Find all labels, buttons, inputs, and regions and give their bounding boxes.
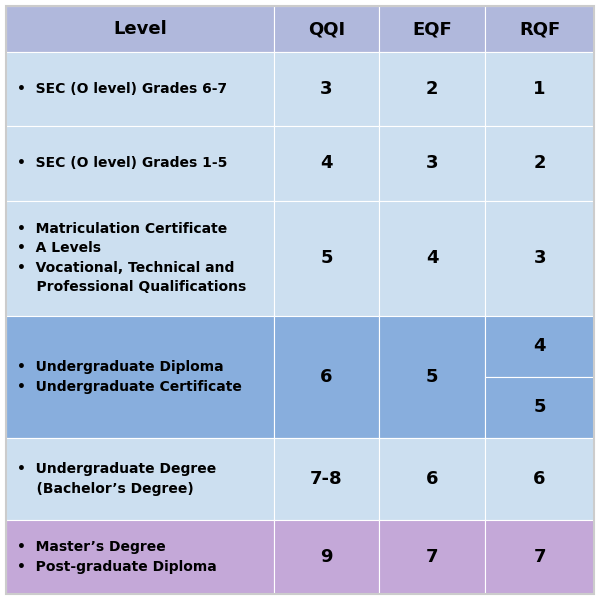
- Text: •  SEC (O level) Grades 6-7: • SEC (O level) Grades 6-7: [17, 82, 227, 96]
- Text: 9: 9: [320, 548, 333, 566]
- Text: 7: 7: [533, 548, 546, 566]
- Bar: [379, 126, 485, 200]
- Bar: [6, 520, 274, 594]
- Text: 4: 4: [320, 154, 333, 172]
- Text: 7-8: 7-8: [310, 470, 343, 488]
- Bar: [6, 126, 274, 200]
- Text: 5: 5: [320, 249, 333, 267]
- Text: Level: Level: [113, 20, 167, 38]
- Text: 2: 2: [426, 80, 439, 98]
- Bar: [274, 126, 379, 200]
- Bar: [379, 438, 485, 520]
- Bar: [274, 200, 379, 316]
- Bar: [6, 52, 274, 126]
- Text: •  SEC (O level) Grades 1-5: • SEC (O level) Grades 1-5: [17, 157, 227, 170]
- Text: 3: 3: [533, 249, 546, 267]
- Bar: [379, 200, 485, 316]
- Bar: [485, 316, 594, 377]
- Bar: [485, 6, 594, 52]
- Bar: [274, 52, 379, 126]
- Bar: [485, 200, 594, 316]
- Text: 2: 2: [533, 154, 546, 172]
- Bar: [485, 520, 594, 594]
- Bar: [379, 6, 485, 52]
- Bar: [379, 520, 485, 594]
- Text: QQI: QQI: [308, 20, 345, 38]
- Text: 4: 4: [533, 337, 546, 355]
- Bar: [6, 438, 274, 520]
- Text: 4: 4: [426, 249, 439, 267]
- Text: •  Master’s Degree
•  Post-graduate Diploma: • Master’s Degree • Post-graduate Diplom…: [17, 540, 217, 574]
- Text: 5: 5: [426, 368, 439, 386]
- Text: •  Matriculation Certificate
•  A Levels
•  Vocational, Technical and
    Profes: • Matriculation Certificate • A Levels •…: [17, 222, 246, 295]
- Text: 5: 5: [533, 398, 546, 416]
- Bar: [6, 6, 274, 52]
- Bar: [485, 126, 594, 200]
- Text: •  Undergraduate Degree
    (Bachelor’s Degree): • Undergraduate Degree (Bachelor’s Degre…: [17, 462, 216, 496]
- Bar: [379, 52, 485, 126]
- Bar: [274, 6, 379, 52]
- Bar: [6, 316, 274, 438]
- Bar: [485, 377, 594, 438]
- Text: EQF: EQF: [412, 20, 452, 38]
- Bar: [485, 438, 594, 520]
- Text: 1: 1: [533, 80, 546, 98]
- Bar: [274, 438, 379, 520]
- Text: 7: 7: [426, 548, 439, 566]
- Text: 3: 3: [426, 154, 439, 172]
- Bar: [6, 200, 274, 316]
- Bar: [485, 52, 594, 126]
- Text: 6: 6: [533, 470, 546, 488]
- Bar: [379, 316, 485, 438]
- Text: 3: 3: [320, 80, 333, 98]
- Text: •  Undergraduate Diploma
•  Undergraduate Certificate: • Undergraduate Diploma • Undergraduate …: [17, 360, 242, 394]
- Text: 6: 6: [320, 368, 333, 386]
- Bar: [274, 520, 379, 594]
- Text: 6: 6: [426, 470, 439, 488]
- Text: RQF: RQF: [519, 20, 560, 38]
- Bar: [274, 316, 379, 438]
